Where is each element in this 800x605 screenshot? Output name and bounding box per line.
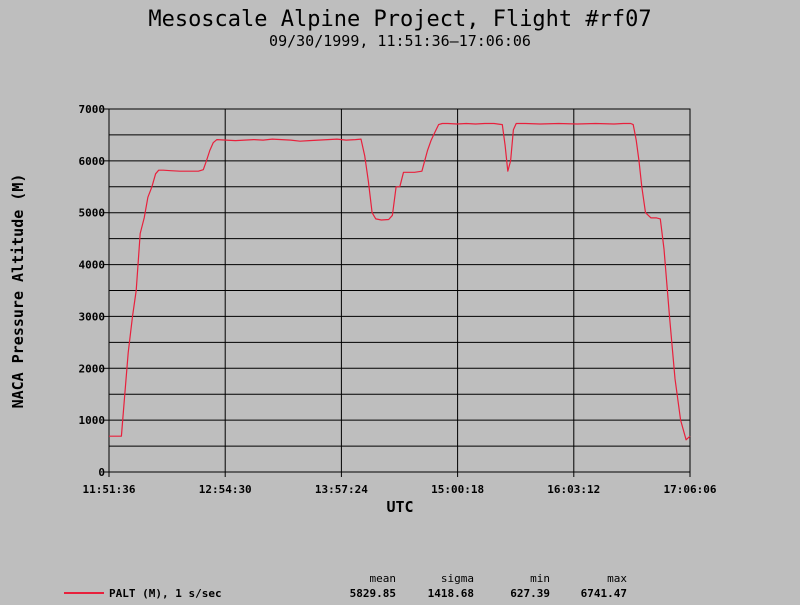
x-tick-label: 13:57:24 <box>315 483 368 496</box>
series-line-palt <box>109 122 691 441</box>
stat-value-mean: 5829.85 <box>350 587 396 600</box>
legend: PALT (M), 1 s/sec <box>64 587 222 600</box>
stat-header-max: max <box>607 572 627 585</box>
y-tick-label: 4000 <box>79 259 106 272</box>
x-tick-label: 17:06:06 <box>664 483 717 496</box>
y-tick-label: 6000 <box>79 155 106 168</box>
stats-table: mean sigma min max 5829.85 1418.68 627.3… <box>350 572 628 600</box>
stat-header-mean: mean <box>370 572 397 585</box>
y-tick-label: 0 <box>98 466 105 479</box>
x-tick-label: 12:54:30 <box>199 483 252 496</box>
chart-subtitle: 09/30/1999, 11:51:36–17:06:06 <box>269 32 531 50</box>
legend-label: PALT (M), 1 s/sec <box>109 587 222 600</box>
chart-title: Mesoscale Alpine Project, Flight #rf07 <box>148 7 651 32</box>
x-tick-label: 16:03:12 <box>547 483 600 496</box>
x-axis-label: UTC <box>386 498 413 516</box>
y-tick-label: 3000 <box>79 310 106 323</box>
stat-value-max: 6741.47 <box>581 587 627 600</box>
x-tick-label: 11:51:36 <box>83 483 136 496</box>
y-tick-label: 1000 <box>79 414 106 427</box>
stat-value-min: 627.39 <box>510 587 550 600</box>
y-tick-label: 5000 <box>79 207 106 220</box>
y-axis-label: NACA Pressure Altitude (M) <box>9 174 27 409</box>
plot-area: 0 1000 2000 3000 4000 5000 6000 7000 11:51:36 12:… <box>79 103 717 496</box>
stat-value-sigma: 1418.68 <box>428 587 474 600</box>
plot-frame <box>108 108 691 473</box>
y-tick-label: 2000 <box>79 362 106 375</box>
stat-header-sigma: sigma <box>441 572 474 585</box>
y-tick-label: 7000 <box>79 103 106 116</box>
stat-header-min: min <box>530 572 550 585</box>
x-tick-label: 15:00:18 <box>431 483 484 496</box>
